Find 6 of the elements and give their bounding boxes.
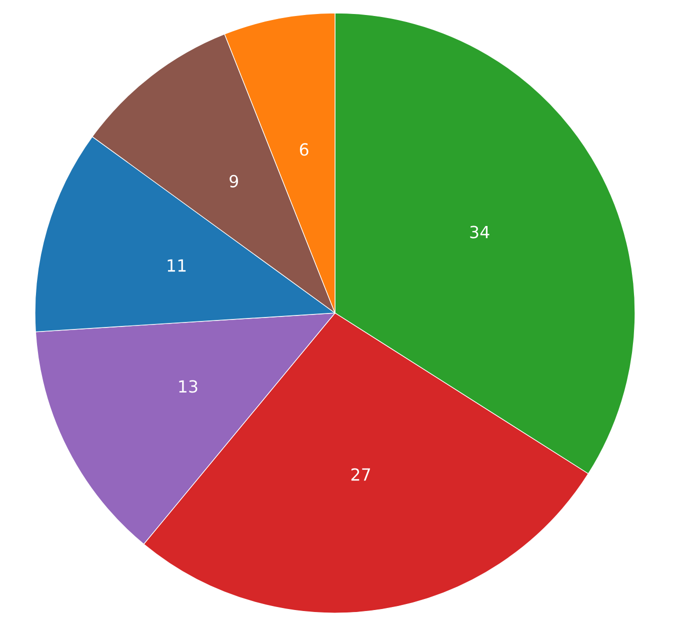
data-label: 27 — [351, 468, 370, 481]
data-label: 11 — [168, 259, 186, 272]
data-label: 9 — [230, 174, 238, 188]
data-label: 13 — [179, 380, 198, 393]
data-label: 34 — [470, 226, 490, 238]
data-label: 6 — [300, 143, 308, 156]
